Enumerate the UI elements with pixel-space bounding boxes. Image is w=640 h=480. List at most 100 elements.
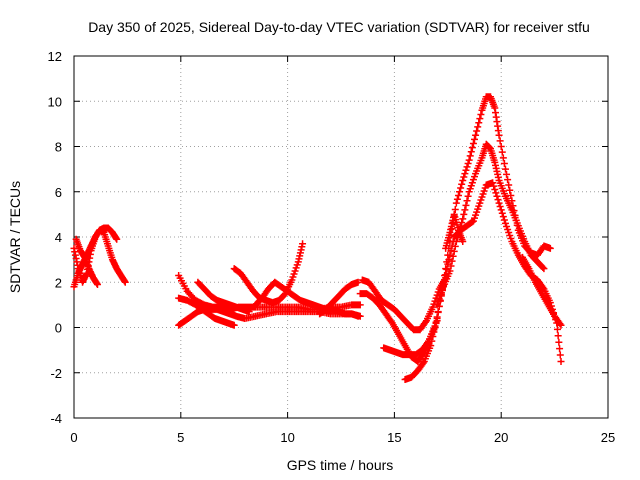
- data-point: [536, 253, 539, 257]
- data-point: [286, 305, 289, 309]
- data-point: [384, 312, 388, 316]
- series-arc-8: [230, 240, 307, 307]
- data-point: [435, 303, 439, 307]
- data-point-markers: [380, 179, 565, 365]
- data-point: [299, 299, 302, 302]
- data-point: [267, 287, 270, 291]
- data-point: [337, 294, 341, 298]
- data-point: [350, 303, 353, 307]
- data-point: [416, 369, 420, 372]
- series-arc-14: [401, 93, 554, 384]
- data-point: [177, 274, 180, 277]
- data-point: [337, 310, 341, 313]
- data-point: [239, 272, 242, 275]
- data-point: [339, 305, 343, 309]
- data-point: [203, 287, 206, 291]
- x-tick-label: 10: [280, 430, 294, 445]
- data-point: [410, 376, 413, 379]
- data-point: [491, 181, 494, 184]
- data-point: [87, 267, 91, 270]
- data-point: [324, 308, 328, 311]
- data-point: [183, 319, 187, 322]
- data-point: [286, 310, 289, 313]
- data-point: [190, 314, 193, 318]
- data-point: [371, 296, 375, 300]
- data-markers: [70, 93, 565, 384]
- data-point: [478, 201, 482, 205]
- data-point: [286, 290, 289, 293]
- data-point: [102, 231, 106, 234]
- data-point: [444, 247, 447, 250]
- y-axis-label: SDTVAR / TECUs: [7, 181, 23, 293]
- series-arc-2: [70, 224, 121, 291]
- data-point: [356, 314, 360, 318]
- x-tick-label: 15: [387, 430, 401, 445]
- data-point: [521, 256, 524, 259]
- data-point: [412, 328, 415, 331]
- data-point: [406, 321, 409, 325]
- data-point: [429, 344, 432, 347]
- data-point: [359, 292, 362, 295]
- data-point: [504, 195, 507, 198]
- y-tick-label: -4: [50, 411, 62, 426]
- data-point: [72, 247, 76, 250]
- data-point: [493, 161, 496, 164]
- x-tick-label: 25: [601, 430, 615, 445]
- data-point: [553, 314, 556, 318]
- data-point: [485, 95, 488, 98]
- data-point: [431, 305, 435, 309]
- data-point: [279, 285, 283, 288]
- data-point: [77, 272, 80, 275]
- data-point: [98, 229, 101, 232]
- data-point: [448, 231, 452, 234]
- series-arc-1: [70, 226, 129, 286]
- data-point: [414, 353, 417, 356]
- data-point: [254, 303, 257, 307]
- grid-lines: [74, 56, 608, 418]
- data-point: [344, 312, 347, 316]
- data-point: [485, 183, 488, 187]
- data-point: [194, 303, 197, 307]
- series-arc-13: [380, 179, 565, 365]
- data-point: [378, 303, 381, 307]
- series-arc-9: [252, 278, 362, 320]
- data-point: [480, 156, 484, 160]
- series-arc-15: [433, 140, 548, 309]
- data-point: [81, 262, 84, 266]
- data-point: [391, 321, 394, 325]
- data-point: [228, 308, 232, 311]
- data-point: [243, 317, 247, 320]
- data-point: [220, 305, 223, 309]
- data-point: [271, 301, 274, 304]
- data-point: [393, 308, 396, 311]
- data-point: [540, 292, 543, 295]
- y-tick-label: 6: [55, 185, 62, 200]
- data-point: [472, 219, 475, 223]
- data-point: [361, 278, 364, 282]
- data-point: [329, 312, 332, 316]
- data-point: [228, 312, 232, 316]
- data-point: [397, 333, 400, 336]
- y-tick-label: 10: [48, 94, 62, 109]
- data-point: [359, 303, 362, 307]
- data-point: [546, 303, 550, 307]
- data-point: [457, 229, 460, 232]
- data-point: [455, 201, 458, 205]
- data-point: [275, 310, 279, 313]
- axes: 0 5 10 15 20 25 -4 -2 0 2 4 6 8 10 12: [48, 49, 616, 445]
- data-point: [292, 294, 296, 298]
- data-point: [186, 299, 189, 302]
- data-point: [401, 353, 405, 356]
- data-point: [517, 224, 520, 227]
- data-point: [559, 324, 563, 327]
- data-point: [245, 281, 249, 284]
- data-point: [542, 244, 546, 248]
- data-point: [534, 281, 537, 284]
- data-point: [453, 213, 456, 216]
- data-point: [297, 260, 300, 264]
- data-point: [418, 328, 422, 331]
- data-point: [111, 231, 114, 234]
- series-arc-16: [442, 210, 467, 252]
- data-point: [489, 147, 492, 150]
- data-point-markers: [401, 93, 554, 384]
